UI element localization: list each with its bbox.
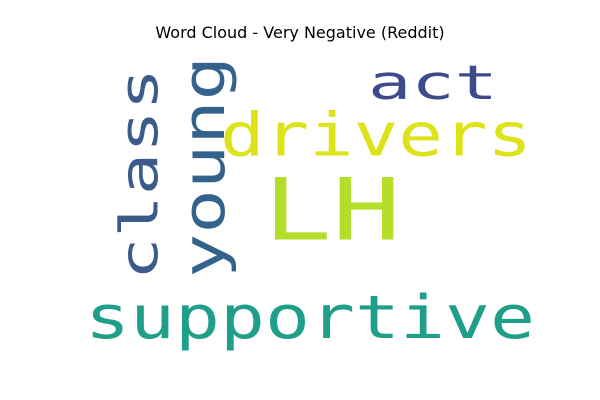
word-class: class bbox=[108, 68, 170, 280]
word-act: act bbox=[368, 56, 498, 110]
word-drivers: drivers bbox=[220, 100, 532, 169]
chart-title: Word Cloud - Very Negative (Reddit) bbox=[155, 23, 445, 42]
word-young: young bbox=[170, 56, 238, 278]
word-lh: LH bbox=[263, 160, 401, 260]
word-supportive: supportive bbox=[85, 282, 535, 352]
